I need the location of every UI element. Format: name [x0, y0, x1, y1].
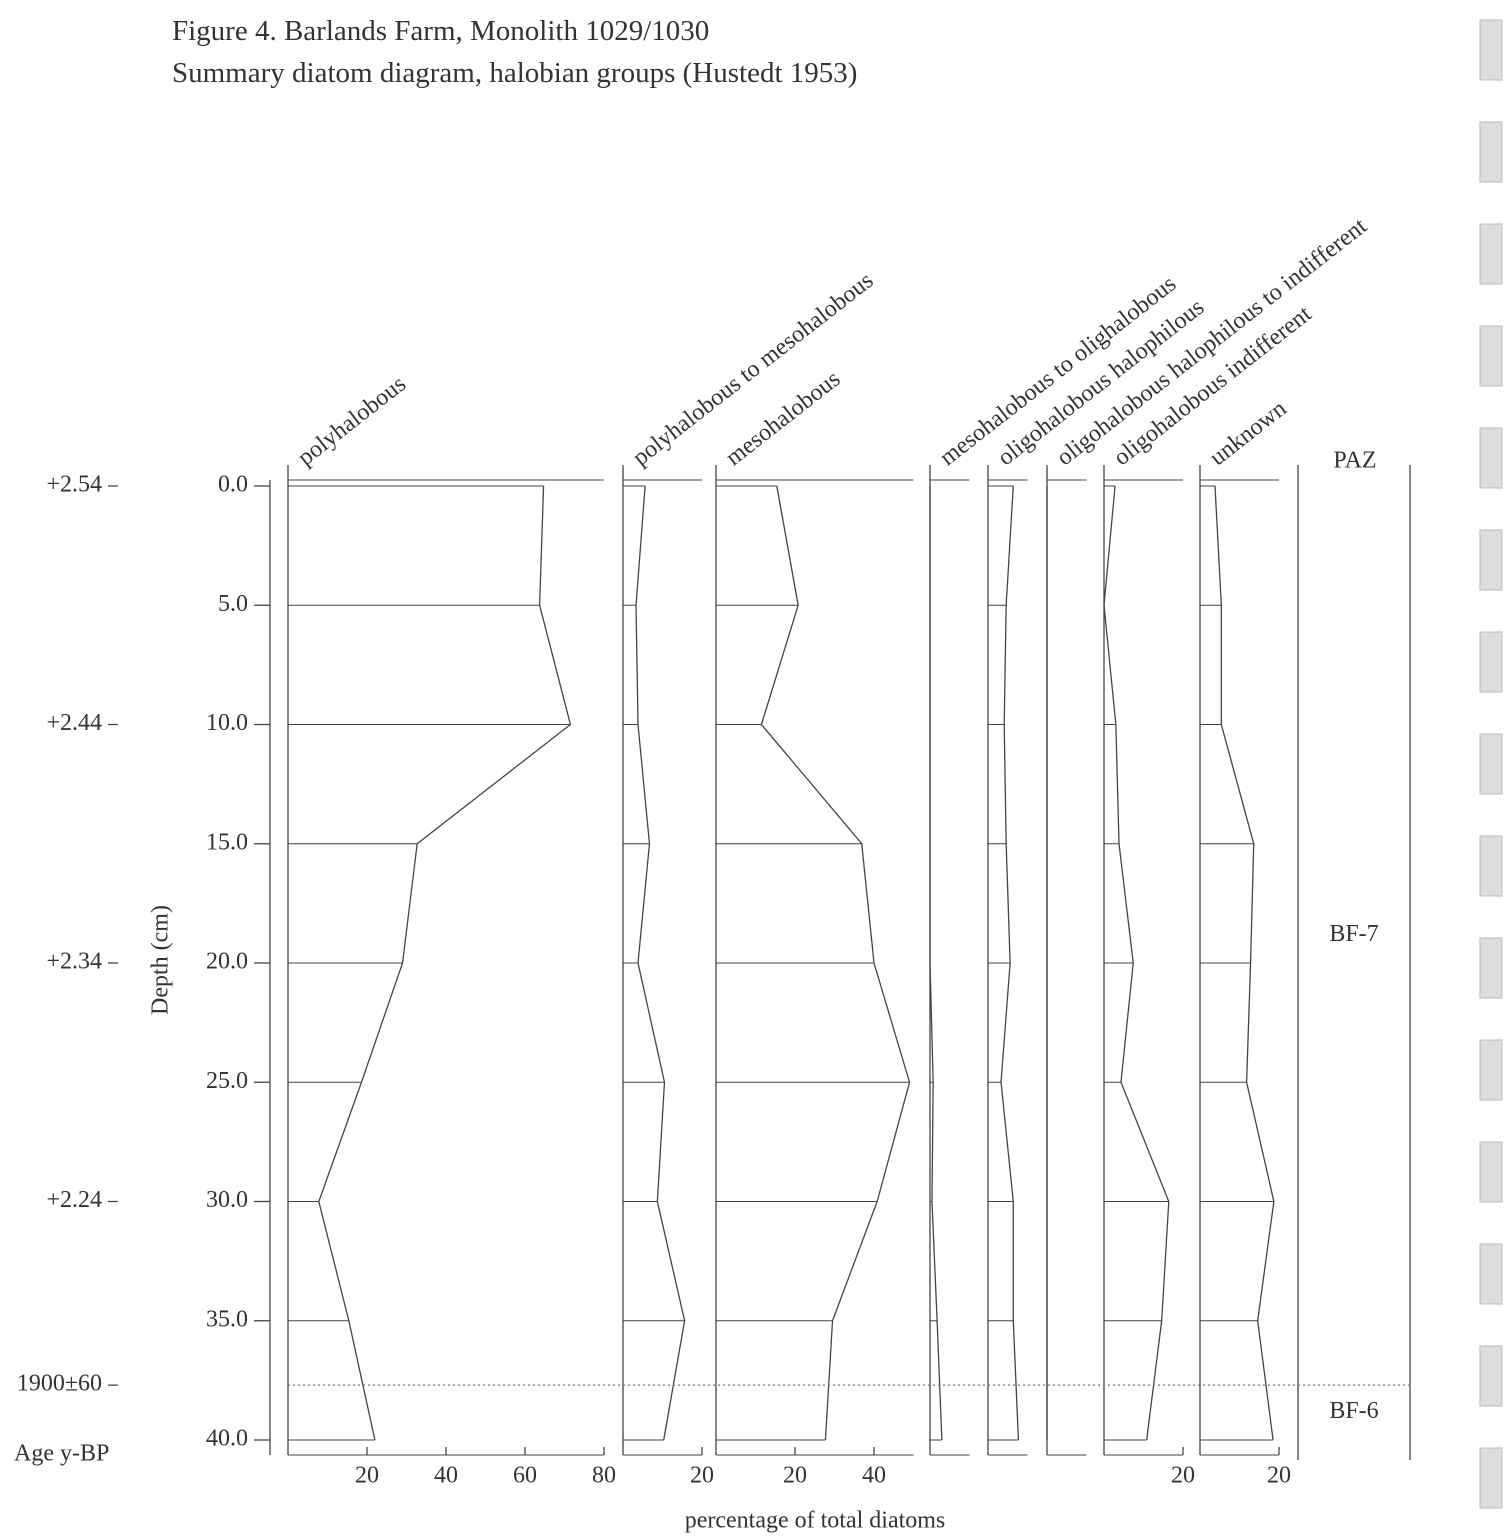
scan-artifact [1479, 937, 1503, 999]
scan-artifact [1479, 19, 1503, 81]
elevation-label: +2.44 [46, 710, 102, 736]
x-tick-label: 20 [1171, 1463, 1195, 1489]
scan-artifact [1479, 631, 1503, 693]
zone-header: PAZ [1333, 448, 1376, 474]
scan-artifact [1479, 733, 1503, 795]
scan-artifact [1479, 121, 1503, 183]
x-tick-label: 20 [1267, 1463, 1291, 1489]
x-tick-label: 20 [355, 1463, 379, 1489]
scan-artifact [1479, 1141, 1503, 1203]
profile-line [635, 485, 686, 1441]
y-tick-label: 5.0 [218, 591, 248, 617]
elevation-label: +2.54 [46, 472, 102, 498]
scan-artifact [1479, 325, 1503, 387]
y-tick-label: 15.0 [206, 829, 248, 855]
scan-artifact [1479, 1447, 1503, 1509]
scan-artifact [1479, 223, 1503, 285]
zone-label: BF-6 [1329, 1398, 1378, 1424]
chart-title: Figure 4. Barlands Farm, Monolith 1029/1… [172, 15, 709, 47]
y-tick-label: 10.0 [206, 710, 248, 736]
panel-label: unknown [1205, 396, 1291, 472]
y-tick-label: 0.0 [218, 472, 248, 498]
y-axis-label: Depth (cm) [148, 905, 174, 1015]
x-axis-label: percentage of total diatoms [685, 1508, 946, 1534]
y-tick-label: 30.0 [206, 1187, 248, 1213]
elevation-label: +2.24 [46, 1187, 102, 1213]
scan-artifact [1479, 427, 1503, 489]
x-tick-label: 60 [513, 1463, 537, 1489]
x-tick-label: 40 [862, 1463, 886, 1489]
profile-line [929, 486, 943, 1441]
x-tick-label: 20 [690, 1463, 714, 1489]
elevation-label: 1900±60 [17, 1371, 102, 1397]
y-tick-label: 20.0 [206, 949, 248, 975]
panel-label: polyhalobous [293, 371, 411, 471]
y-tick-label: 35.0 [206, 1306, 248, 1332]
scan-artifact [1479, 1345, 1503, 1407]
elevation-label: +2.34 [46, 949, 102, 975]
x-tick-label: 20 [783, 1463, 807, 1489]
scan-artifact [1479, 1039, 1503, 1101]
y-tick-label: 25.0 [206, 1068, 248, 1094]
x-tick-label: 80 [592, 1463, 616, 1489]
scan-artifact [1479, 529, 1503, 591]
chart-subtitle: Summary diatom diagram, halobian groups … [172, 57, 857, 89]
zone-label: BF-7 [1329, 921, 1378, 947]
scan-artifact [1479, 835, 1503, 897]
age-label: Age y-BP [14, 1441, 109, 1467]
scan-artifact [1479, 1243, 1503, 1305]
x-tick-label: 40 [434, 1463, 458, 1489]
y-tick-label: 40.0 [206, 1426, 248, 1452]
